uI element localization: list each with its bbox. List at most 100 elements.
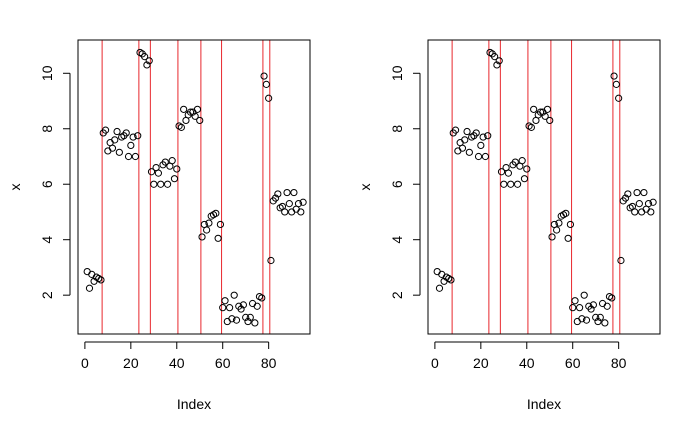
data-point — [258, 294, 266, 302]
data-point — [186, 108, 195, 116]
data-point — [589, 301, 597, 309]
data-point — [608, 294, 616, 302]
data-point — [644, 200, 653, 208]
data-point — [451, 126, 460, 134]
data-point — [495, 57, 503, 65]
scatter-panel-left: 0 20 40 60 80 2 4 6 8 10 Index x — [7, 39, 311, 412]
data-point — [163, 180, 172, 188]
data-point — [513, 180, 522, 188]
data-point — [212, 209, 220, 217]
x-tick-label: 20 — [123, 355, 139, 371]
data-point — [649, 198, 657, 206]
data-point — [124, 152, 133, 161]
data-point — [527, 123, 535, 131]
data-point — [621, 194, 630, 202]
x-axis-title: Index — [527, 396, 561, 412]
data-point — [251, 319, 259, 327]
data-point — [564, 234, 572, 242]
scatter-panel-right: 0 20 40 60 80 2 4 6 8 10 Index x — [357, 39, 661, 412]
data-point — [594, 317, 602, 326]
data-point — [571, 297, 579, 305]
data-point — [541, 112, 549, 120]
data-point — [290, 188, 298, 197]
data-point — [145, 57, 153, 65]
data-point — [493, 61, 501, 69]
y-tick-label: 2 — [39, 291, 55, 299]
data-point — [523, 165, 531, 173]
data-point — [281, 208, 289, 216]
y-axis-title: x — [7, 184, 23, 191]
data-point — [237, 305, 245, 313]
data-point — [624, 190, 632, 198]
data-point — [592, 313, 600, 321]
y-tick-label: 8 — [39, 125, 55, 133]
data-point — [134, 132, 142, 140]
data-point — [569, 304, 577, 312]
y-tick-label: 8 — [389, 125, 405, 133]
data-point — [129, 133, 137, 141]
data-point — [573, 317, 581, 326]
data-point — [479, 133, 487, 141]
data-point — [157, 180, 165, 188]
data-point — [647, 208, 655, 216]
data-point — [294, 200, 303, 208]
data-point — [253, 302, 261, 310]
x-tick-label: 60 — [565, 355, 581, 371]
data-point — [465, 148, 473, 156]
y-axis-title: x — [357, 184, 373, 191]
data-point — [288, 208, 296, 216]
data-point — [113, 127, 121, 136]
data-point — [193, 105, 202, 113]
data-point — [161, 158, 169, 166]
data-point — [435, 284, 444, 292]
data-point — [530, 105, 538, 113]
plot-frame — [427, 39, 661, 335]
plot-frame — [77, 39, 311, 335]
data-point — [640, 188, 648, 197]
data-point — [131, 152, 140, 161]
data-point — [228, 315, 236, 323]
data-point — [168, 157, 176, 165]
data-point — [147, 168, 156, 176]
x-tick-label: 80 — [611, 355, 627, 371]
x-tick-label: 40 — [169, 355, 185, 371]
data-point — [104, 147, 112, 155]
data-point — [601, 319, 609, 327]
data-point — [216, 220, 225, 229]
data-point — [260, 72, 268, 80]
data-point — [111, 136, 119, 144]
data-point — [438, 270, 446, 278]
data-point — [267, 256, 275, 265]
data-point — [553, 226, 561, 234]
data-point — [205, 219, 213, 227]
data-point — [223, 317, 231, 326]
data-point — [271, 194, 280, 202]
y-tick-label: 10 — [39, 65, 55, 81]
data-point — [246, 313, 254, 321]
data-point — [214, 234, 222, 242]
data-point — [615, 94, 623, 102]
data-point — [447, 276, 455, 284]
data-point — [297, 208, 305, 216]
data-point — [518, 157, 526, 165]
data-point — [170, 175, 179, 183]
x-tick-label: 60 — [215, 355, 231, 371]
data-point — [500, 180, 508, 188]
data-point — [582, 316, 591, 324]
x-tick-label: 40 — [519, 355, 535, 371]
data-point — [299, 198, 307, 206]
data-point — [101, 126, 110, 134]
y-tick-label: 10 — [389, 65, 405, 81]
data-point — [127, 141, 135, 149]
data-point — [97, 276, 105, 284]
data-point — [566, 220, 575, 229]
data-point — [150, 180, 158, 188]
x-tick-label: 80 — [261, 355, 277, 371]
data-point — [548, 233, 556, 241]
data-point — [242, 313, 250, 321]
x-tick-label: 0 — [81, 355, 89, 371]
data-point — [536, 108, 545, 116]
data-point — [230, 291, 238, 299]
data-point — [285, 200, 293, 208]
